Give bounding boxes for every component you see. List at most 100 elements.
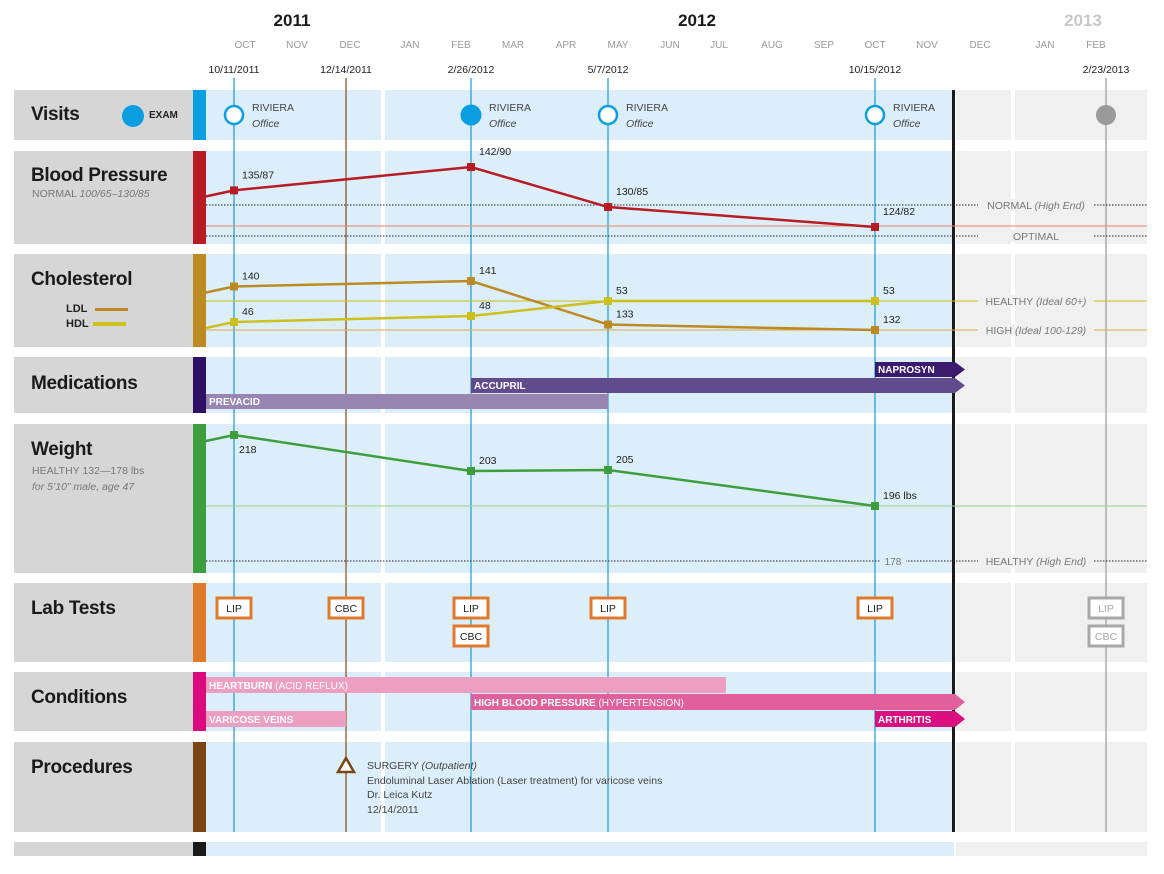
medication-prevacid: PREVACID bbox=[206, 394, 608, 409]
lab-test-badge: LIP bbox=[1087, 596, 1125, 620]
month-label: JUL bbox=[710, 40, 728, 51]
row-title: Visits bbox=[31, 104, 80, 125]
row-color-bar bbox=[193, 254, 206, 347]
healthy-range: HEALTHY 132—178 lbs bbox=[32, 465, 144, 477]
event-date-label: 5/7/2012 bbox=[588, 64, 629, 76]
bp-optimal-ref-label-text: OPTIMAL bbox=[1013, 231, 1059, 243]
hdl-swatch bbox=[92, 322, 126, 327]
past-area bbox=[206, 842, 954, 856]
row-title: Procedures bbox=[31, 757, 133, 778]
future-area bbox=[956, 357, 1147, 413]
today-line bbox=[952, 90, 955, 832]
lab-test-box bbox=[452, 624, 490, 648]
lab-test-box bbox=[1087, 624, 1125, 648]
visit-place: RIVIERA bbox=[252, 102, 294, 114]
condition-heartburn-label: HEARTBURN (ACID REFLUX) bbox=[209, 681, 348, 692]
condition-high-blood-pressure-bar bbox=[471, 694, 965, 710]
condition-heartburn-name: HEARTBURN bbox=[209, 681, 272, 692]
event-date-label: 10/11/2011 bbox=[209, 64, 260, 76]
condition-high-blood-pressure: HIGH BLOOD PRESSURE (HYPERTENSION) bbox=[471, 694, 965, 710]
weight-healthy-label-note: (High End) bbox=[1036, 556, 1086, 568]
lab-test-badge: LIP bbox=[856, 596, 894, 620]
hdl-point bbox=[467, 312, 475, 320]
month-label: DEC bbox=[339, 40, 360, 51]
healthy-range-value: 132—178 lbs bbox=[82, 465, 145, 477]
month-label: JUN bbox=[660, 40, 679, 51]
lab-test-label: LIP bbox=[600, 603, 616, 615]
procedure-date: 12/14/2011 bbox=[367, 804, 419, 816]
visit-marker bbox=[1096, 105, 1116, 125]
visit-type: Office bbox=[893, 118, 921, 130]
bp-point bbox=[871, 223, 879, 231]
month-label: MAR bbox=[502, 40, 524, 51]
condition-heartburn-detail: (ACID REFLUX) bbox=[275, 681, 348, 692]
weight-ref-value: 178 bbox=[885, 557, 902, 568]
ldl-value-label: 140 bbox=[242, 270, 260, 282]
bp-value-label: 130/85 bbox=[616, 186, 648, 198]
lab-test-badge: LIP bbox=[452, 596, 490, 620]
lab-test-label: CBC bbox=[1095, 631, 1118, 643]
weight-value-label: 203 bbox=[479, 455, 497, 467]
visit-marker: RIVIERA Office bbox=[597, 102, 668, 130]
row-title: Blood Pressure bbox=[31, 165, 168, 186]
visit-marker: RIVIERA Office bbox=[460, 102, 531, 130]
condition-varicose-veins-label: VARICOSE VEINS bbox=[209, 715, 294, 726]
hdl-legend-label: HDL bbox=[66, 318, 89, 330]
weight-healthy-label-text: HEALTHY bbox=[986, 556, 1034, 568]
year-divider bbox=[381, 583, 385, 662]
row-color-bar bbox=[193, 357, 206, 413]
bp-value-label: 124/82 bbox=[883, 206, 915, 218]
visit-place: RIVIERA bbox=[626, 102, 668, 114]
lab-test-badge: CBC bbox=[1087, 624, 1125, 648]
visit-type: Office bbox=[626, 118, 654, 130]
month-label: NOV bbox=[916, 40, 938, 51]
visit-type: Office bbox=[252, 118, 280, 130]
row-title: Conditions bbox=[31, 687, 128, 708]
lab-test-box bbox=[327, 596, 365, 620]
normal-range-value: 100/65–130/85 bbox=[79, 188, 150, 200]
row-color-bar bbox=[193, 151, 206, 244]
row-title: Medications bbox=[31, 373, 138, 394]
row-color-bar bbox=[193, 672, 206, 731]
year-label: 2011 bbox=[274, 11, 311, 30]
year-divider bbox=[381, 357, 385, 413]
past-area bbox=[206, 742, 954, 832]
bp-point bbox=[230, 186, 238, 195]
ldl-legend: LDL bbox=[66, 303, 129, 315]
year-divider bbox=[381, 424, 385, 573]
weight-ref-value-bg bbox=[880, 555, 906, 567]
ldl-swatch bbox=[95, 307, 129, 311]
weight-point bbox=[871, 502, 879, 510]
ldl-status-label-note: (Ideal 100-129) bbox=[1015, 325, 1086, 337]
lab-test-box bbox=[589, 596, 627, 620]
condition-varicose-veins: VARICOSE VEINS bbox=[206, 711, 346, 727]
condition-varicose-veins-bar bbox=[206, 711, 346, 727]
row-footer bbox=[193, 842, 1147, 856]
medication-prevacid-label: PREVACID bbox=[209, 397, 260, 408]
month-label: JAN bbox=[401, 40, 420, 51]
bp-normal-ref-label-text: NORMAL bbox=[987, 200, 1032, 212]
ldl-value-label: 132 bbox=[883, 314, 901, 326]
procedure-triangle-icon bbox=[335, 755, 357, 774]
procedure-type-name: SURGERY bbox=[367, 760, 419, 772]
weight-point bbox=[467, 467, 475, 475]
row-title: Cholesterol bbox=[31, 269, 133, 290]
year-label: 2012 bbox=[678, 11, 716, 30]
hdl-status-label: HEALTHY (Ideal 60+) bbox=[986, 296, 1087, 308]
procedure-doctor: Dr. Leica Kutz bbox=[367, 789, 432, 801]
ldl-point bbox=[604, 320, 612, 329]
medication-naprosyn-name: NAPROSYN bbox=[878, 365, 935, 376]
row-visits bbox=[193, 90, 1147, 140]
row-weight bbox=[193, 424, 1147, 573]
weight-value-label: 196 lbs bbox=[883, 490, 917, 502]
year-divider bbox=[381, 151, 385, 244]
hdl-value-label: 46 bbox=[242, 306, 254, 318]
future-area bbox=[956, 424, 1147, 573]
past-area bbox=[206, 90, 954, 140]
medication-accupril-bar bbox=[471, 378, 965, 393]
condition-arthritis-bar bbox=[875, 711, 965, 727]
year-divider bbox=[381, 90, 385, 140]
condition-arthritis: ARTHRITIS bbox=[875, 711, 965, 727]
lab-test-label: CBC bbox=[335, 603, 358, 615]
future-area bbox=[956, 742, 1147, 832]
